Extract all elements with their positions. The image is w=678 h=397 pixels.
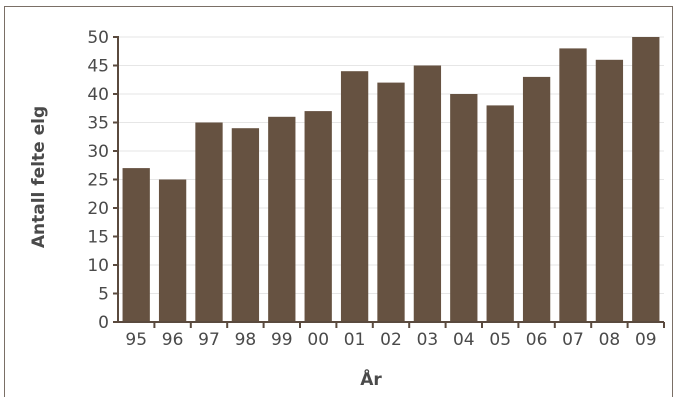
y-tick-label: 50 [87, 28, 109, 48]
x-tick-label: 95 [125, 330, 147, 350]
y-tick-label: 10 [87, 256, 109, 276]
x-tick-label: 05 [489, 330, 511, 350]
bar [559, 48, 587, 323]
y-tick-label: 5 [98, 285, 109, 305]
x-tick-label: 97 [198, 330, 220, 350]
bar [158, 179, 187, 322]
x-tick-label: 96 [162, 330, 184, 350]
y-tick-label: 0 [98, 313, 109, 333]
y-tick-label: 45 [87, 57, 109, 77]
y-tick-label: 35 [87, 114, 109, 134]
bar [304, 111, 332, 322]
x-tick-label: 02 [380, 330, 402, 350]
y-axis-title: Antall felte elg [29, 106, 49, 248]
x-tick-label: 04 [453, 330, 475, 350]
bar [195, 122, 223, 322]
chart-frame [4, 6, 673, 397]
x-tick-label: 03 [417, 330, 439, 350]
bar [122, 168, 150, 322]
x-ticks: 95 96 97 98 99 00 01 02 03 04 05 06 07 08 09 [125, 330, 656, 350]
bar [231, 128, 260, 322]
y-tick-label: 30 [87, 142, 109, 162]
x-axis-title: År [360, 367, 382, 390]
bar [377, 82, 405, 322]
bar [632, 37, 660, 322]
bar [522, 76, 551, 323]
x-tick-label: 01 [344, 330, 366, 350]
axes [113, 36, 665, 328]
bar [340, 71, 369, 322]
y-tick-label: 40 [87, 85, 109, 105]
x-tick-label: 98 [235, 330, 257, 350]
x-tick-label: 09 [635, 330, 657, 350]
x-tick-label: 07 [562, 330, 584, 350]
y-tick-label: 20 [87, 199, 109, 219]
x-tick-label: 99 [271, 330, 293, 350]
x-tick-label: 06 [526, 330, 548, 350]
bar [268, 116, 296, 322]
y-tick-label: 25 [87, 171, 109, 191]
x-tick-label: 08 [599, 330, 621, 350]
x-tick-label: 00 [307, 330, 329, 350]
bar [595, 59, 624, 323]
y-tick-label: 15 [87, 228, 109, 248]
bars [122, 37, 660, 323]
bar [413, 65, 442, 322]
bar [486, 105, 514, 323]
y-ticks: 0 5 10 15 20 25 30 35 40 45 50 [87, 28, 109, 333]
bar [450, 94, 478, 322]
